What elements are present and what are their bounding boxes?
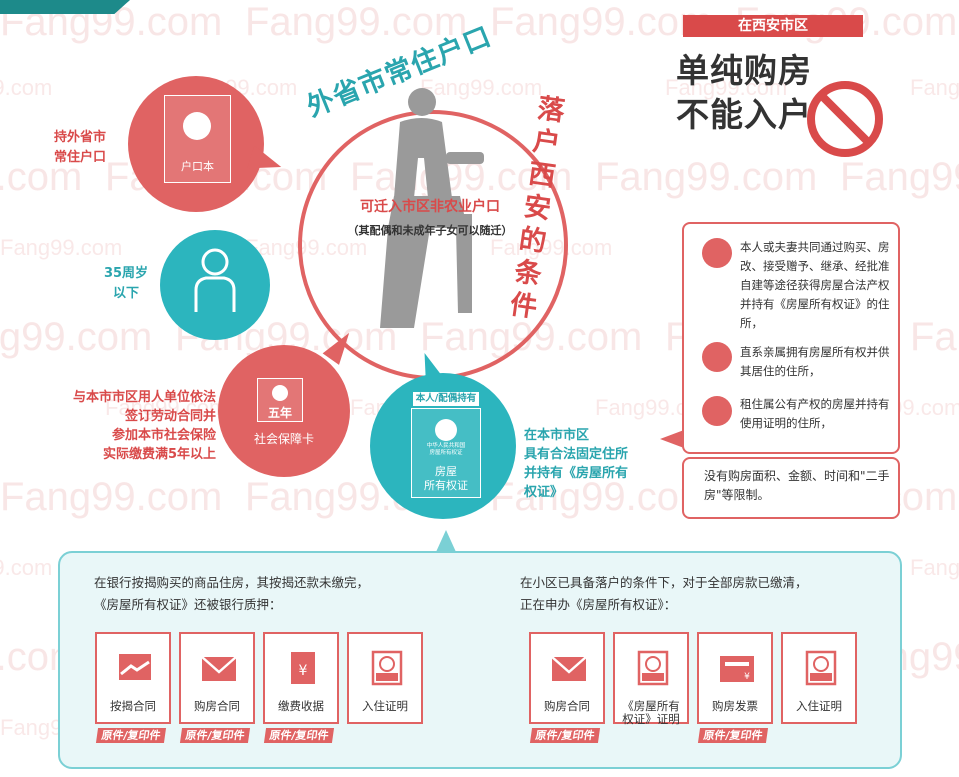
document-label: 购房合同	[544, 699, 590, 713]
bottom-pointer	[436, 530, 456, 552]
hukou-label: 持外省市 常住户口	[54, 130, 107, 165]
emblem-icon	[435, 419, 457, 441]
center-main-text: 可迁入市区非农业户口	[360, 199, 500, 215]
document-card: 购房合同	[529, 632, 605, 724]
document-card: ¥ 缴费收据	[263, 632, 339, 724]
copy-tag: 原件/复印件	[179, 728, 251, 743]
house-label: 在本市市区 具有合法固定住所 并持有《房屋所有 权证》	[524, 428, 629, 500]
copy-tag: 原件/复印件	[95, 728, 167, 743]
hukou-circle	[128, 76, 264, 212]
envelope-icon	[199, 648, 239, 688]
social-circle	[218, 345, 350, 477]
watermark-text: Fang99.com	[0, 235, 123, 260]
right-item-2: 直系亲属拥有房屋所有权并供其居住的住所，	[740, 345, 890, 378]
bottom-left-title: 在银行按揭购买的商品住房，其按揭还款未缴完， 《房屋所有权证》还被银行质押：	[94, 575, 370, 612]
document-card: ¥ 购房发票	[697, 632, 773, 724]
document-label: 缴费收据	[278, 699, 324, 713]
hukou-book-card: 户口本	[164, 95, 231, 183]
house-badge: 本人/配偶持有	[413, 392, 479, 406]
prohibited-icon	[807, 81, 883, 157]
person-outline-icon	[194, 248, 236, 312]
center-sub-text: （其配偶和未成年子女可以随迁）	[347, 224, 513, 237]
family-home-icon	[702, 342, 732, 372]
age-label: 35周岁 以下	[103, 266, 149, 301]
watermark-text: Fang99.com	[910, 555, 959, 580]
purchase-title-1: 单纯购房	[676, 51, 812, 90]
box-pointer	[660, 430, 684, 448]
copy-tag: 原件/复印件	[263, 728, 335, 743]
rent-home-icon	[702, 396, 732, 426]
emblem-icon	[272, 385, 288, 401]
house-card-label: 房屋 所有权证	[424, 465, 468, 492]
purchase-title-2: 不能入户	[676, 95, 812, 134]
social-card-bottom: 社会保障卡	[253, 432, 314, 446]
watermark-text: Fang99.com	[0, 315, 153, 359]
certificate-stamp-icon	[367, 648, 407, 688]
contract-handshake-icon	[115, 648, 155, 688]
document-label: 购房发票	[712, 699, 758, 713]
watermark-text: Fang99.com	[490, 0, 713, 44]
hukou-card-label: 户口本	[181, 160, 214, 173]
xian-badge: 在西安市区	[683, 15, 863, 37]
copy-tag: 原件/复印件	[529, 728, 601, 743]
receipt-yen-icon: ¥	[283, 648, 323, 688]
right-item-3: 租住属公有产权的房屋并持有使用证明的住所，	[740, 397, 890, 430]
no-limit-text: 没有购房面积、金额、时间和"二手房"等限制。	[704, 469, 890, 502]
watermark-text: Fang99.com	[910, 315, 959, 359]
document-card: 入住证明	[347, 632, 423, 724]
watermark-text: Fang99.com	[0, 555, 53, 580]
right-item-1: 本人或夫妻共同通过购买、房改、接受赠予、继承、经批准自建等途径获得房屋合法产权并…	[740, 240, 890, 330]
watermark-text: Fang99.com	[910, 75, 959, 100]
document-label: 入住证明	[362, 699, 408, 713]
document-card: 《房屋所有 权证》证明	[613, 632, 689, 726]
document-card: 按揭合同	[95, 632, 171, 724]
house-card-small: 中华人民共和国 房屋所有权证	[426, 443, 466, 456]
watermark-text: Fang99.com	[0, 475, 223, 519]
watermark-text: Fang99.com	[595, 155, 818, 199]
house-exchange-icon	[702, 238, 732, 268]
corner-accent	[0, 0, 130, 14]
house-cert-card: 中华人民共和国 房屋所有权证 房屋 所有权证	[411, 408, 481, 498]
copy-tag: 原件/复印件	[697, 728, 769, 743]
document-card: 入住证明	[781, 632, 857, 724]
certificate-stamp-icon	[633, 648, 673, 688]
certificate-stamp-icon	[801, 648, 841, 688]
emblem-icon	[183, 112, 211, 140]
document-label: 入住证明	[796, 699, 842, 713]
document-label: 购房合同	[194, 699, 240, 713]
invoice-icon: ¥	[717, 648, 757, 688]
watermark-text: Fang99.com	[0, 75, 53, 100]
bottom-right-title: 在小区已具备落户的条件下，对于全部房款已缴清， 正在申办《房屋所有权证》：	[520, 575, 808, 612]
svg-text:¥: ¥	[299, 663, 308, 679]
age-circle	[160, 230, 270, 340]
person-silhouette-icon	[380, 88, 484, 328]
document-label: 按揭合同	[110, 699, 156, 713]
envelope-icon	[549, 648, 589, 688]
no-limit-box	[682, 457, 900, 519]
social-card-top: 五年	[267, 406, 292, 420]
svg-text:¥: ¥	[744, 672, 750, 682]
social-label: 与本市市区用人单位依法 签订劳动合同并 参加本市社会保险 实际缴费满5年以上	[72, 390, 216, 462]
social-card-icon	[257, 378, 303, 422]
document-card: 购房合同	[179, 632, 255, 724]
document-label: 《房屋所有 权证》证明	[622, 699, 680, 726]
